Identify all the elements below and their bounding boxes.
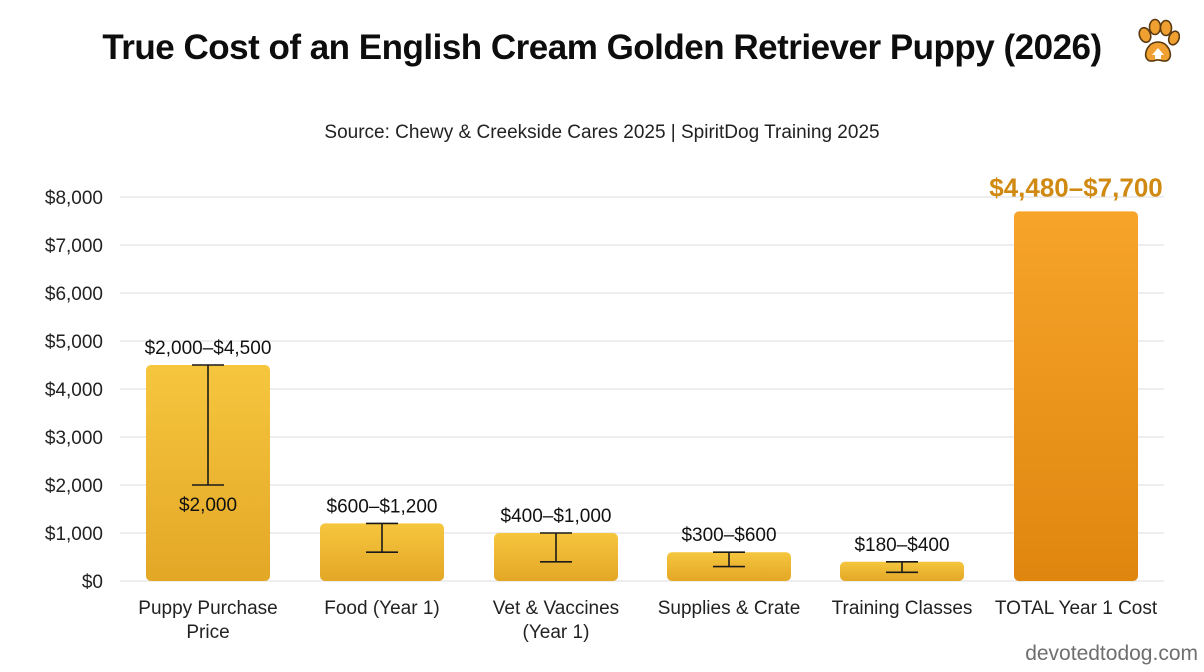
data-label-low: $2,000 [179,495,237,516]
y-tick-label: $5,000 [45,332,103,353]
y-tick-label: $1,000 [45,524,103,545]
x-category-label: Price [186,622,229,643]
footer-site: devotedtodog.com [1025,642,1198,665]
y-tick-label: $8,000 [45,188,103,209]
x-category-label: Training Classes [832,598,973,619]
x-category-label: Puppy Purchase [138,598,277,619]
data-label: $180–$400 [854,535,949,556]
y-tick-label: $7,000 [45,236,103,257]
y-tick-label: $3,000 [45,428,103,449]
x-category-label: Vet & Vaccines [493,598,619,619]
data-label: $2,000–$4,500 [145,338,272,359]
data-label-total: $4,480–$7,700 [989,172,1163,202]
x-category-label: Supplies & Crate [658,598,801,619]
x-category-label: (Year 1) [523,622,590,643]
y-tick-label: $4,000 [45,380,103,401]
y-tick-label: $6,000 [45,284,103,305]
data-label: $600–$1,200 [327,496,438,517]
y-tick-label: $0 [82,572,103,593]
x-category-label: Food (Year 1) [324,598,439,619]
data-label: $300–$600 [681,525,776,546]
chart-title: True Cost of an English Cream Golden Ret… [102,28,1102,67]
x-category-label: TOTAL Year 1 Cost [995,598,1158,619]
y-tick-label: $2,000 [45,476,103,497]
paw-icon [1138,18,1180,62]
data-label: $400–$1,000 [501,506,612,527]
chart-subtitle: Source: Chewy & Creekside Cares 2025 | S… [324,122,880,143]
bar-total [1014,211,1138,581]
